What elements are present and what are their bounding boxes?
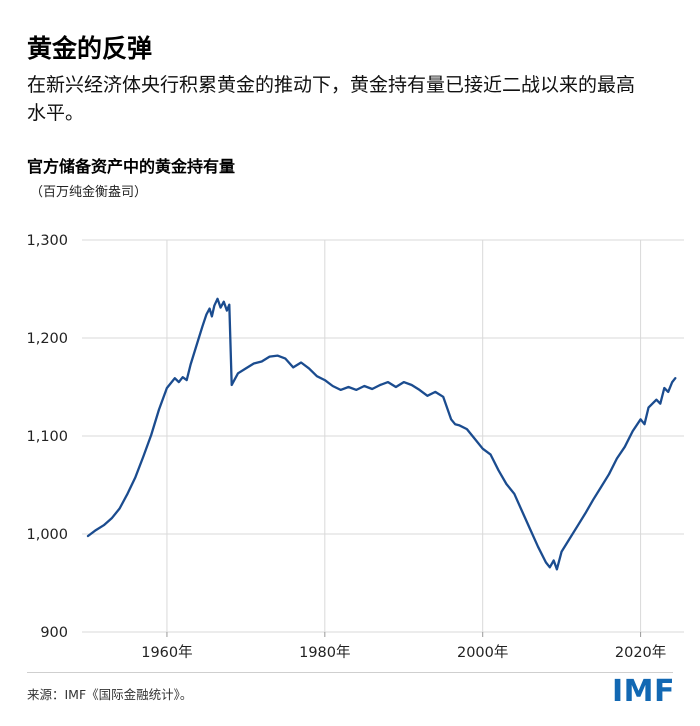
footer-divider: [27, 672, 673, 673]
figure-subtitle: 在新兴经济体央行积累黄金的推动下，黄金持有量已接近二战以来的最高水平。: [27, 74, 636, 125]
page-title: 黄金的反弹: [27, 33, 153, 63]
y-axis-label: 1,000: [26, 527, 68, 543]
x-axis-label: 1980年: [299, 644, 350, 661]
x-axis-label: 1960年: [141, 644, 192, 661]
gold-holdings-line-chart: 900 1,000 1,100 1,200 1,300 1960年 1980年 2000年 20…: [26, 233, 684, 661]
y-axis-label: 1,100: [26, 429, 68, 445]
y-axis-label: 900: [40, 625, 68, 641]
chart-unit-label: （百万纯金衡盎司）: [30, 185, 148, 200]
source-note: 来源：IMF《国际金融统计》。: [27, 687, 193, 702]
imf-logo: IMF: [611, 674, 675, 709]
y-axis-label: 1,200: [26, 331, 68, 347]
chart-heading: 官方储备资产中的黄金持有量: [27, 157, 236, 176]
y-axis-label: 1,300: [26, 233, 68, 249]
x-axis-label: 2000年: [457, 644, 508, 661]
x-axis-label: 2020年: [615, 644, 666, 661]
gold-holdings-series-line: [86, 297, 677, 571]
